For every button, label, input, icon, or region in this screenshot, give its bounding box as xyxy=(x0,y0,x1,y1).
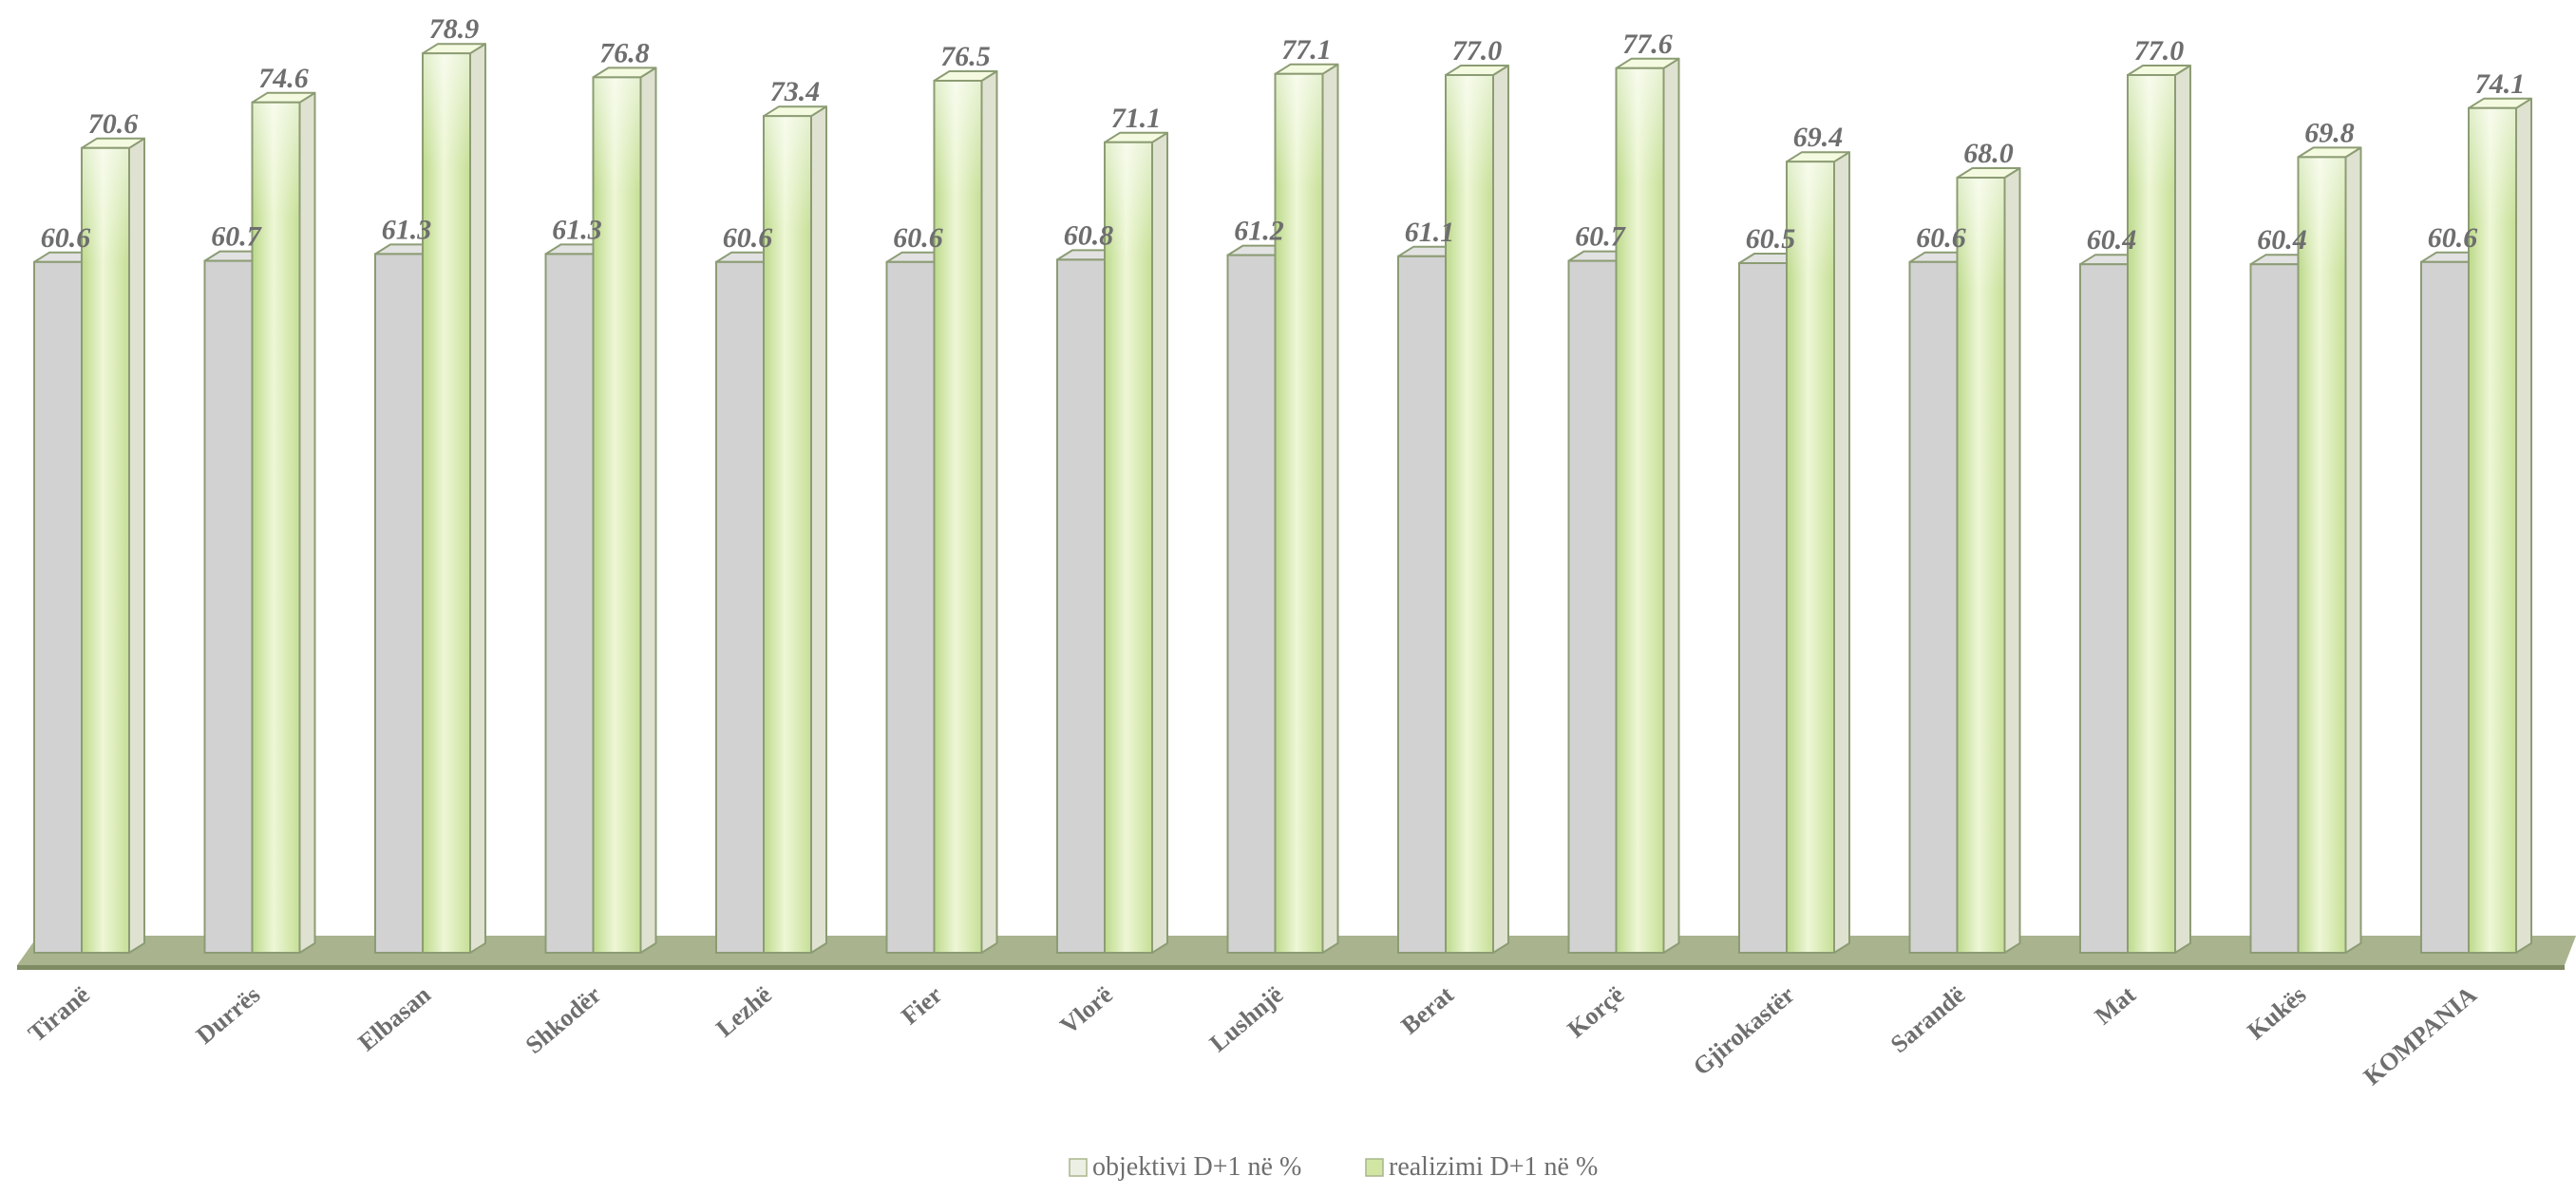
value-label-objektivi-6: 60.8 xyxy=(1064,219,1114,251)
value-label-objektivi-4: 60.6 xyxy=(723,222,773,254)
value-label-realizimi-2: 78.9 xyxy=(429,13,480,45)
value-label-realizimi-13: 69.8 xyxy=(2304,117,2355,148)
bar-realizimi-1 xyxy=(251,91,316,955)
value-label-objektivi-8: 61.1 xyxy=(1405,217,1455,248)
value-label-realizimi-9: 77.6 xyxy=(1622,28,1673,60)
category-label-12: Mat xyxy=(2090,980,2141,1030)
value-label-objektivi-13: 60.4 xyxy=(2257,224,2307,256)
bar-realizimi-14 xyxy=(2468,97,2532,955)
value-label-realizimi-14: 74.1 xyxy=(2475,68,2526,100)
category-label-7: Lushnjë xyxy=(1204,980,1288,1057)
category-label-13: Kukës xyxy=(2242,980,2311,1045)
category-label-0: Tiranë xyxy=(23,980,95,1047)
bar-realizimi-6 xyxy=(1104,131,1168,955)
category-label-9: Korçë xyxy=(1563,980,1630,1043)
category-label-8: Berat xyxy=(1396,980,1459,1039)
bar-realizimi-9 xyxy=(1615,57,1680,955)
legend-swatch-1 xyxy=(1365,1158,1384,1177)
value-label-realizimi-7: 77.1 xyxy=(1281,34,1332,66)
category-label-6: Vlorë xyxy=(1055,980,1118,1039)
category-label-3: Shkodër xyxy=(521,980,607,1059)
value-label-realizimi-4: 73.4 xyxy=(770,76,821,107)
category-label-2: Elbasan xyxy=(353,980,437,1056)
category-axis: Tiranë Durrës Elbasan Shkodër Lezhë Fier Vlorë… xyxy=(23,980,2482,1091)
value-label-objektivi-5: 60.6 xyxy=(893,222,943,254)
value-label-realizimi-10: 69.4 xyxy=(1793,122,1844,153)
value-label-objektivi-2: 61.3 xyxy=(382,214,432,245)
legend: objektivi D+1 në % realizimi D+1 në % xyxy=(1069,1152,1598,1182)
value-label-objektivi-11: 60.6 xyxy=(1916,222,1966,254)
legend-swatch-0 xyxy=(1069,1158,1088,1177)
category-label-1: Durrës xyxy=(191,980,265,1049)
value-label-objektivi-14: 60.6 xyxy=(2428,222,2478,254)
value-label-objektivi-1: 60.7 xyxy=(211,221,262,253)
category-label-11: Sarandë xyxy=(1885,980,1970,1058)
category-label-4: Lezhë xyxy=(710,980,777,1042)
category-label-10: Gjirokastër xyxy=(1688,980,1800,1080)
value-label-realizimi-8: 77.0 xyxy=(1452,35,1503,66)
bar-realizimi-13 xyxy=(2297,146,2362,954)
data-labels: 60.6 70.6 60.7 74.6 61.3 78.9 61.3 76.8 60.6 73.4… xyxy=(41,13,2526,256)
floor-edge xyxy=(17,965,2565,970)
bar-realizimi-3 xyxy=(592,66,657,954)
bar-realizimi-4 xyxy=(763,105,827,954)
bar-realizimi-12 xyxy=(2127,65,2191,954)
value-label-realizimi-6: 71.1 xyxy=(1111,103,1162,134)
value-label-realizimi-1: 74.6 xyxy=(258,63,309,94)
value-label-realizimi-11: 68.0 xyxy=(1963,138,2014,169)
value-label-objektivi-3: 61.3 xyxy=(552,214,602,245)
value-label-realizimi-3: 76.8 xyxy=(599,37,650,68)
bar-realizimi-11 xyxy=(1956,167,2021,954)
bar-realizimi-8 xyxy=(1445,65,1509,954)
bar-realizimi-0 xyxy=(81,137,145,955)
legend-label-1: realizimi D+1 në % xyxy=(1389,1152,1598,1182)
legend-label-0: objektivi D+1 në % xyxy=(1092,1152,1301,1182)
bar-realizimi-10 xyxy=(1786,151,1850,954)
bars xyxy=(33,43,2532,955)
bar-realizimi-7 xyxy=(1274,63,1339,955)
value-label-objektivi-10: 60.5 xyxy=(1746,223,1796,255)
bar-realizimi-2 xyxy=(422,43,486,954)
value-label-objektivi-0: 60.6 xyxy=(41,222,91,254)
category-label-14: KOMPANIA xyxy=(2358,980,2482,1091)
value-label-realizimi-0: 70.6 xyxy=(88,108,139,140)
value-label-objektivi-9: 60.7 xyxy=(1575,221,1626,253)
bar-realizimi-5 xyxy=(933,70,998,954)
value-label-objektivi-7: 61.2 xyxy=(1234,216,1284,247)
value-label-objektivi-12: 60.4 xyxy=(2087,224,2137,256)
value-label-realizimi-12: 77.0 xyxy=(2134,35,2185,66)
value-label-realizimi-5: 76.5 xyxy=(940,41,991,72)
category-label-5: Fier xyxy=(896,980,947,1030)
